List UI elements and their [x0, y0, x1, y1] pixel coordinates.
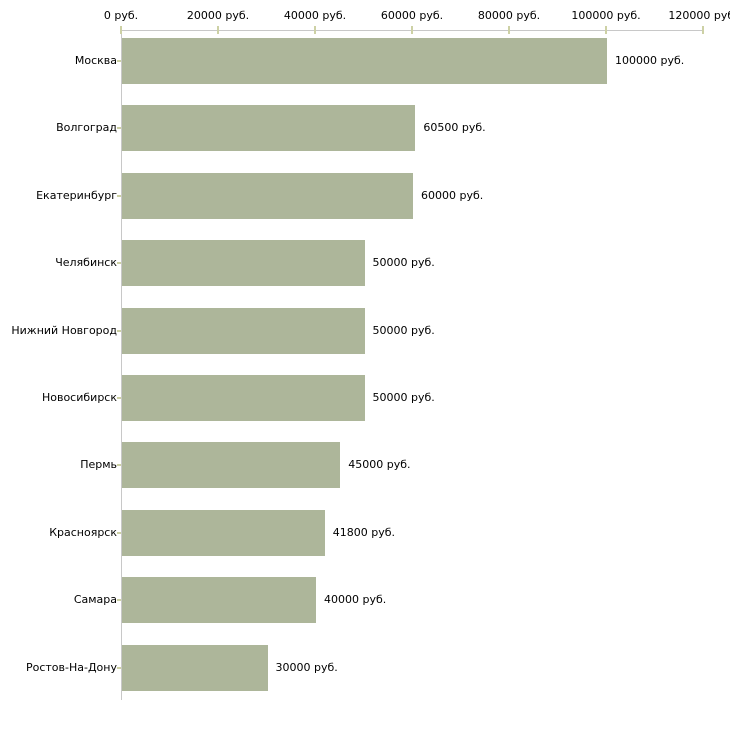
y-axis-line: [121, 30, 122, 700]
x-axis-tick-label: 40000 руб.: [283, 9, 347, 22]
value-label: 40000 руб.: [324, 593, 387, 607]
bar: [122, 38, 607, 84]
bar: [122, 644, 268, 691]
value-label: 45000 руб.: [348, 458, 411, 472]
x-axis-tick-mark: [314, 26, 316, 34]
value-label: 60000 руб.: [421, 188, 484, 202]
x-axis-tick-label: 0 руб.: [103, 9, 139, 22]
bar: [122, 577, 316, 624]
category-label: Нижний Новгород: [11, 323, 117, 337]
category-label: Красноярск: [49, 525, 117, 539]
category-label: Пермь: [80, 458, 117, 472]
x-axis-tick-mark: [605, 26, 607, 34]
category-tick-mark: [117, 397, 121, 399]
category-tick-mark: [117, 599, 121, 602]
bar-row: Пермь 45000 руб.: [0, 442, 730, 489]
x-axis-tick-label: 120000 руб.: [668, 9, 730, 22]
category-tick-mark: [117, 60, 121, 62]
category-label: Екатеринбург: [36, 188, 117, 202]
category-label: Самара: [73, 593, 117, 607]
bar-row: Волгоград 60500 руб.: [0, 105, 730, 152]
bar-row: Красноярск 41800 руб.: [0, 509, 730, 556]
bar: [122, 442, 341, 489]
value-label: 50000 руб.: [372, 391, 435, 404]
value-label: 30000 руб.: [275, 660, 338, 674]
category-tick-mark: [117, 127, 121, 130]
bar-row: Екатеринбург 60000 руб.: [0, 172, 730, 219]
category-tick-mark: [117, 262, 121, 265]
x-axis-tick-label: 60000 руб.: [380, 9, 444, 22]
bar: [122, 240, 365, 287]
category-tick-mark: [117, 531, 121, 534]
x-axis-tick-mark: [120, 26, 122, 34]
x-axis-tick-label: 80000 руб.: [477, 9, 541, 22]
bar: [122, 509, 325, 556]
category-tick-mark: [117, 666, 121, 669]
value-label: 100000 руб.: [615, 54, 685, 67]
bar-row: Челябинск 50000 руб.: [0, 240, 730, 287]
bar-row: Новосибирск 50000 руб.: [0, 375, 730, 421]
category-label: Москва: [74, 54, 117, 67]
bar: [122, 105, 416, 152]
category-label: Челябинск: [55, 256, 117, 270]
x-axis-tick-mark: [217, 26, 219, 34]
bar-row: Ростов-На-Дону 30000 руб.: [0, 644, 730, 691]
x-axis-tick-mark: [702, 26, 704, 34]
x-axis-tick-mark: [411, 26, 413, 34]
category-tick-mark: [117, 464, 121, 467]
bar-row: Нижний Новгород 50000 руб.: [0, 307, 730, 354]
x-axis-tick-label: 100000 руб.: [571, 9, 641, 22]
category-label: Ростов-На-Дону: [25, 660, 117, 674]
category-tick-mark: [117, 329, 121, 332]
category-label: Новосибирск: [41, 391, 117, 404]
value-label: 50000 руб.: [372, 256, 435, 270]
x-axis-tick-mark: [508, 26, 510, 34]
value-label: 41800 руб.: [332, 525, 395, 539]
bar-row: Самара 40000 руб.: [0, 577, 730, 624]
bar: [122, 172, 413, 219]
category-label: Волгоград: [56, 121, 117, 135]
x-axis-tick-label: 20000 руб.: [186, 9, 250, 22]
value-label: 50000 руб.: [372, 323, 435, 337]
bar: [122, 375, 365, 421]
bar-row: Москва 100000 руб.: [0, 38, 730, 84]
category-tick-mark: [117, 194, 121, 197]
value-label: 60500 руб.: [423, 121, 486, 135]
bar: [122, 307, 365, 354]
